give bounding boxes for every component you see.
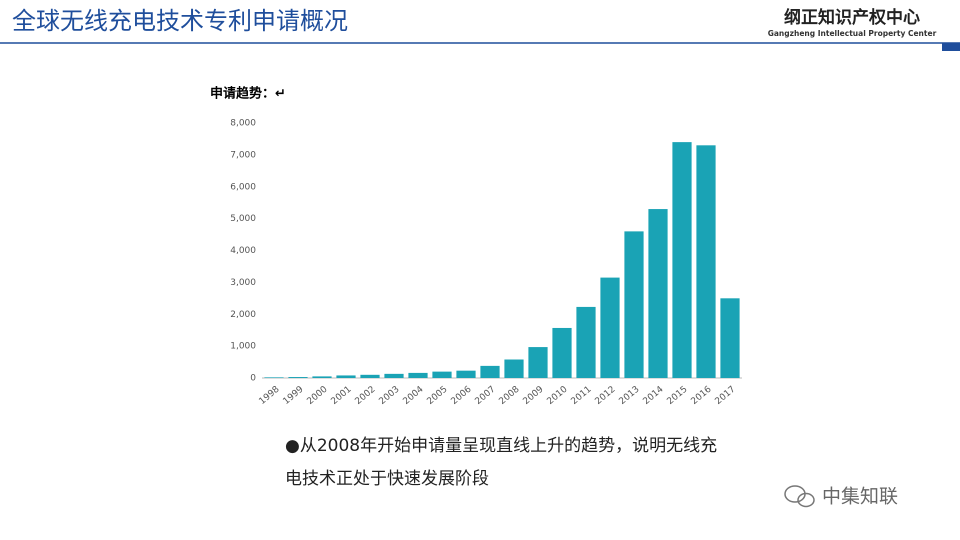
wechat-icon: [784, 485, 815, 508]
x-tick-label: 2009: [522, 384, 546, 407]
x-tick-label: 2007: [474, 385, 498, 407]
bar: [504, 359, 524, 378]
y-tick-label: 1,000: [230, 342, 256, 352]
bar: [336, 375, 356, 378]
watermark: 中集知联: [822, 486, 898, 508]
bar: [360, 374, 380, 378]
x-tick-label: 1998: [258, 384, 282, 407]
bar: [672, 142, 692, 378]
bar: [600, 277, 620, 378]
bar: [432, 371, 452, 378]
bullet-text: ●从2008年开始申请量呈现直线上升的趋势，说明无线充电技术正处于快速发展阶段: [285, 436, 718, 489]
x-tick-label: 2005: [426, 385, 450, 407]
bar: [648, 209, 668, 378]
y-tick-label: 0: [250, 374, 256, 384]
bar: [264, 377, 284, 378]
x-tick-label: 1999: [282, 384, 306, 407]
bar: [552, 327, 572, 378]
x-tick-label: 2010: [546, 384, 570, 407]
x-tick-label: 2001: [330, 385, 354, 407]
bar: [408, 372, 428, 378]
y-tick-label: 5,000: [230, 214, 256, 224]
bar: [384, 373, 404, 378]
bar: [528, 347, 548, 378]
bar: [696, 145, 716, 378]
y-tick-label: 8,000: [230, 119, 256, 129]
bar: [576, 306, 596, 378]
y-tick-label: 7,000: [230, 150, 256, 160]
logo-en: Gangzheng Intellectual Property Center: [768, 29, 937, 38]
y-tick-label: 6,000: [230, 182, 256, 192]
x-tick-label: 2003: [378, 385, 402, 407]
y-tick-label: 3,000: [230, 278, 256, 288]
bar: [624, 231, 644, 378]
header-accent: [942, 43, 960, 51]
logo-cn: 纲正知识产权中心: [784, 7, 920, 28]
x-tick-label: 2016: [690, 384, 714, 407]
x-tick-label: 2008: [498, 384, 522, 407]
x-tick-label: 2006: [450, 384, 474, 407]
x-tick-label: 2000: [306, 384, 330, 407]
chart-title: 申请趋势：↵: [210, 86, 286, 102]
x-tick-label: 2015: [666, 385, 690, 407]
bar: [288, 377, 308, 378]
slide-title: 全球无线充电技术专利申请概况: [12, 7, 348, 35]
x-tick-label: 2014: [642, 384, 666, 407]
y-tick-label: 2,000: [230, 310, 256, 320]
x-tick-label: 2013: [618, 385, 642, 407]
x-tick-label: 2004: [402, 384, 426, 407]
y-tick-label: 4,000: [230, 246, 256, 256]
bar: [456, 370, 476, 378]
x-tick-label: 2012: [594, 385, 618, 407]
bar: [720, 298, 740, 378]
bar: [480, 365, 500, 378]
bar: [312, 376, 332, 378]
x-tick-label: 2002: [354, 385, 378, 407]
x-tick-label: 2011: [570, 385, 594, 407]
x-tick-label: 2017: [714, 385, 738, 407]
